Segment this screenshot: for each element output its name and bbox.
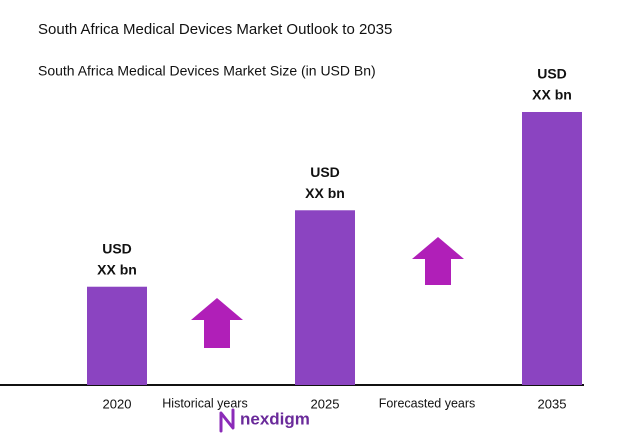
annotation: Historical years — [162, 396, 247, 410]
bar — [522, 112, 582, 385]
value-label: XX bn — [305, 185, 345, 201]
chart-subtitle: South Africa Medical Devices Market Size… — [38, 63, 376, 79]
arrow-up — [191, 298, 243, 348]
bar — [87, 286, 147, 385]
value-label: USD — [102, 240, 132, 256]
annotation: Forecasted years — [379, 396, 476, 410]
x-tick-label: 2025 — [311, 396, 340, 411]
value-label: XX bn — [532, 87, 572, 103]
chart-title: South Africa Medical Devices Market Outl… — [38, 21, 392, 38]
value-label: USD — [537, 66, 567, 82]
x-tick-label: 2020 — [103, 396, 132, 411]
x-tick-label: 2035 — [538, 396, 567, 411]
value-label: USD — [310, 164, 340, 180]
logo-icon — [219, 408, 235, 433]
bar — [295, 210, 355, 385]
arrow-up — [412, 237, 464, 285]
value-label: XX bn — [97, 261, 137, 277]
logo-text: nexdigm — [240, 409, 310, 428]
